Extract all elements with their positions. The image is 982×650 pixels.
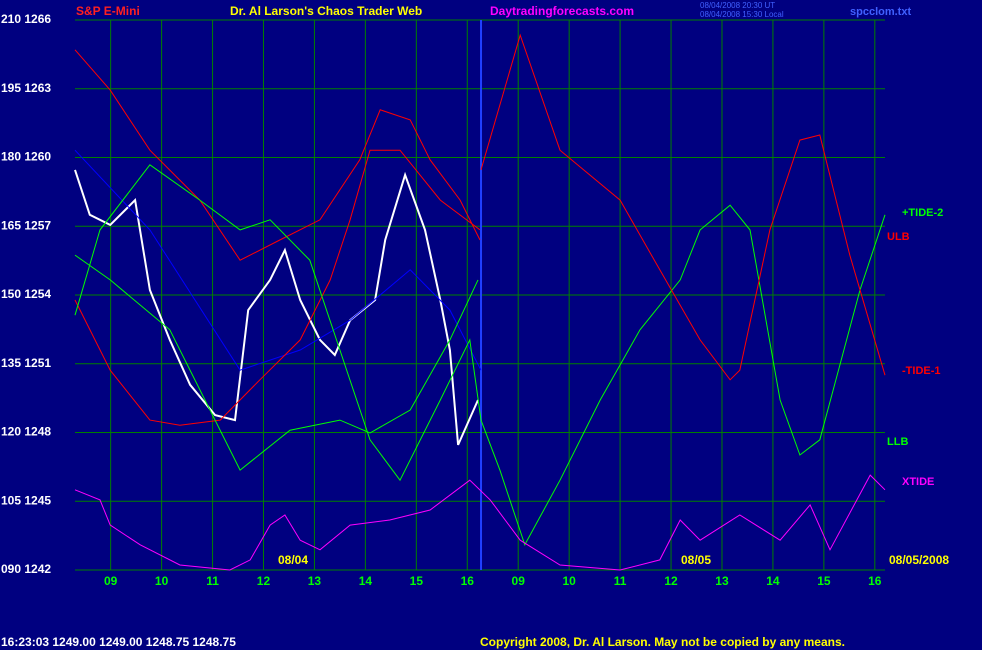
series-line: [74, 149, 481, 426]
y-tick-label: 135 1251: [1, 356, 51, 370]
x-tick-label: 09: [512, 574, 526, 588]
x-tick-label: 16: [868, 574, 882, 588]
x-tick-label: 11: [614, 574, 627, 588]
series-line: [74, 164, 886, 547]
series-line: [74, 254, 479, 471]
date-label: 08/04: [278, 553, 308, 567]
x-tick-label: 09: [104, 574, 118, 588]
series-line: [74, 149, 482, 371]
y-tick-label: 090 1242: [1, 562, 51, 576]
chart-title: Dr. Al Larson's Chaos Trader Web: [230, 4, 422, 18]
series-line: [480, 33, 886, 381]
date-label: 08/05: [681, 553, 711, 567]
series-line: [74, 49, 481, 261]
x-tick-label: 14: [766, 574, 780, 588]
legend-label: -TIDE-1: [902, 365, 941, 377]
legend-label: XTIDE: [902, 476, 934, 488]
x-tick-label: 15: [410, 574, 424, 588]
x-tick-label: 10: [155, 574, 169, 588]
quote: 16:23:03 1249.00 1249.00 1248.75 1248.75: [1, 635, 236, 649]
y-tick-label: 180 1260: [1, 150, 51, 164]
series-line: [74, 169, 479, 446]
x-tick-label: 15: [817, 574, 831, 588]
series-line: [74, 474, 886, 571]
x-tick-label: 16: [461, 574, 475, 588]
legend-label: LLB: [887, 436, 908, 448]
website: Daytradingforecasts.com: [490, 4, 634, 18]
x-tick-label: 13: [308, 574, 322, 588]
date-label: 08/05/2008: [889, 553, 949, 567]
x-tick-label: 11: [206, 574, 219, 588]
y-tick-label: 105 1245: [1, 493, 51, 507]
y-tick-label: 165 1257: [1, 218, 51, 232]
symbol: S&P E-Mini: [76, 4, 140, 18]
timestamp: 08/04/2008 20:30 UT: [700, 1, 775, 10]
y-tick-label: 120 1248: [1, 425, 51, 439]
x-tick-label: 12: [257, 574, 271, 588]
x-tick-label: 13: [715, 574, 729, 588]
y-tick-label: 195 1263: [1, 81, 51, 95]
y-tick-label: 150 1254: [1, 287, 51, 301]
timestamp: 08/04/2008 15:30 Local: [700, 10, 784, 19]
x-tick-label: 14: [359, 574, 373, 588]
x-tick-label: 10: [562, 574, 576, 588]
file-name: spcclom.txt: [850, 6, 911, 18]
legend-label: ULB: [887, 231, 910, 243]
copyright: Copyright 2008, Dr. Al Larson. May not b…: [480, 635, 845, 649]
legend-label: +TIDE-2: [902, 207, 943, 219]
x-tick-label: 12: [664, 574, 678, 588]
y-tick-label: 210 1266: [1, 12, 51, 26]
